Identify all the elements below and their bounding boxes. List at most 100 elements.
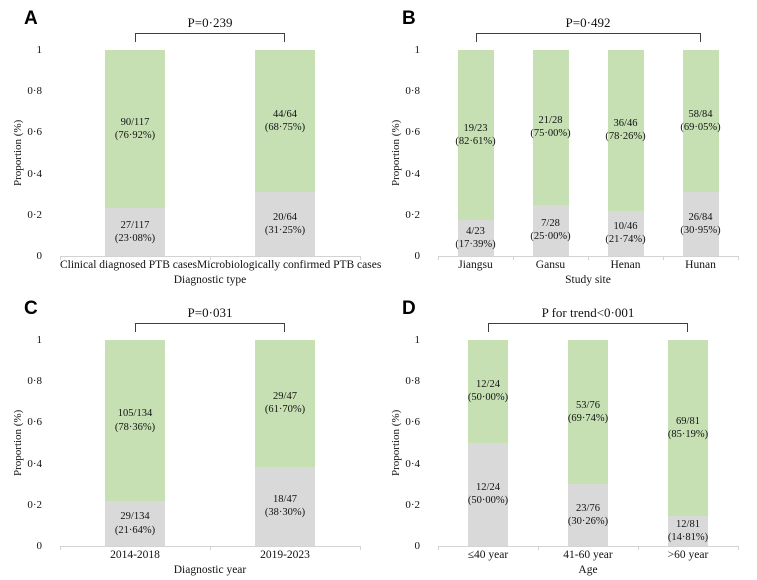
plot-area: 4/23 (17·39%) 19/23 (82·61%) 7/28 (25·00%) 21/… [438,50,739,260]
x-tick-label: 41-60 year [563,549,613,561]
y-tick-label: 0·8 [27,375,42,388]
bar-segment-label: 18/47 (38·30%) [264,494,306,519]
comparison-bracket [488,323,688,332]
x-tick-label: 2014-2018 [110,549,160,561]
y-tick-label: 0·8 [405,85,420,98]
stacked-bar: 29/134 (21·64%) 105/134 (78·36%) [105,340,165,546]
bar-segment-gray [105,501,165,546]
p-value-label: P=0·031 [187,305,233,320]
stacked-bar: 10/46 (21·74%) 36/46 (78·26%) [605,50,646,256]
bar-slot: 12/24 (50·00%) 12/24 (50·00%) [438,340,538,546]
x-axis-title: Diagnostic type [173,274,247,286]
y-tick-label: 1 [414,44,421,56]
plot-area: 29/134 (21·64%) 105/134 (78·36%) 18/47 (38·30… [60,340,361,550]
x-axis-boundary-tick [738,546,739,550]
y-tick-label: 0·6 [405,126,420,139]
bar-segment-gray [255,467,315,546]
y-tick-label: 0·6 [27,126,42,139]
x-tick-label: Gansu [535,259,566,271]
stacked-bar: 18/47 (38·30%) 29/47 (61·70%) [255,340,315,546]
y-tick-label: 0·6 [405,416,420,429]
bar-segment-label: 27/117 (23·08%) [114,220,156,245]
y-tick-label: 0 [36,250,43,262]
bar-segment-green [532,50,569,205]
stacked-bar: 27/117 (23·08%) 90/117 (76·92%) [105,50,165,256]
stacked-bar: 20/64 (31·25%) 44/64 (68·75%) [255,50,315,256]
y-tick-label: 0·2 [27,498,42,511]
stacked-bar: 7/28 (25·00%) 21/28 (75·00%) [530,50,571,256]
bar-slot: 7/28 (25·00%) 21/28 (75·00%) [513,50,588,256]
panel-C: C Proportion (%) 1 0·8 0·6 0·4 0·2 0 P=0·031 … [0,290,378,580]
bar-segment-label: 4/23 (17·39%) [455,225,496,251]
bar-slot: 20/64 (31·25%) 44/64 (68·75%) [210,50,360,256]
y-axis-ticks: 1 0·8 0·6 0·4 0·2 0 [0,334,52,552]
y-tick-label: 1 [36,44,43,56]
y-tick-label: 0·2 [27,208,42,221]
stacked-bar: 23/76 (30·26%) 53/76 (69·74%) [568,340,608,546]
y-tick-label: 0 [414,250,421,262]
bar-segment-green [105,340,165,502]
bar-segment-green [105,50,165,209]
x-axis-boundary-tick [360,546,361,550]
p-value-bracket-layer: P=0·492 [438,0,738,50]
bar-segment-label: 105/134 (78·36%) [114,408,156,433]
x-tick-label: Hunan [685,259,716,271]
y-tick-label: 0·8 [405,375,420,388]
y-tick-label: 0 [36,540,43,552]
bar-slot: 12/81 (14·81%) 69/81 (85·19%) [638,340,738,546]
y-tick-label: 0·6 [27,416,42,429]
bar-slot: 26/84 (30·95%) 58/84 (69·05%) [663,50,738,256]
x-axis-ticks: ≤40 year 41-60 year >60 year [438,549,738,561]
bar-segment-green [682,50,719,193]
panel-letter-B: B [402,8,416,29]
bar-segment-green [607,50,644,212]
p-value-label: P=0·492 [565,15,611,30]
bar-segment-green [668,340,708,516]
x-tick-label: Jiangsu [458,259,493,271]
x-axis-ticks: Clinical diagnosed PTB cases Microbiologi… [60,259,381,271]
bar-slot: 29/134 (21·64%) 105/134 (78·36%) [60,340,210,546]
bar-slot: 18/47 (38·30%) 29/47 (61·70%) [210,340,360,546]
p-value-bracket-layer: P=0·031 [60,290,360,340]
bar-segment-gray [568,483,608,546]
p-value-label: P=0·239 [187,15,233,30]
panel-letter-A: A [24,8,38,29]
bar-segment-green [468,340,508,443]
x-tick-slot: Gansu [513,259,588,271]
x-tick-label: ≤40 year [467,549,509,561]
x-axis-boundary-tick [538,546,539,550]
y-tick-label: 0·8 [27,85,42,98]
x-axis-boundary-tick [210,546,211,550]
p-value-label: P for trend<0·001 [541,305,635,320]
bar-slot: 23/76 (30·26%) 53/76 (69·74%) [538,340,638,546]
x-tick-slot: Jiangsu [438,259,513,271]
x-tick-label: Microbiologically confirmed PTB cases [197,259,382,271]
stacked-bar: 4/23 (17·39%) 19/23 (82·61%) [455,50,496,256]
y-axis-ticks: 1 0·8 0·6 0·4 0·2 0 [378,44,430,262]
bar-segment-label: 20/64 (31·25%) [264,211,306,236]
x-axis-boundary-tick [210,256,211,260]
bar-segment-label: 29/134 (21·64%) [114,511,156,536]
bar-segment-green [255,50,315,192]
bar-segment-label: 26/84 (30·95%) [680,212,721,237]
y-tick-label: 0·4 [405,457,420,470]
y-tick-label: 0·2 [405,498,420,511]
bar-segment-gray [457,220,494,256]
x-axis-title: Age [578,564,598,576]
bar-segment-label: 23/76 (30·26%) [567,502,609,527]
stacked-bar: 12/81 (14·81%) 69/81 (85·19%) [668,340,708,546]
bar-segment-label: 12/81 (14·81%) [667,518,709,543]
bar-segment-gray [682,192,719,256]
x-tick-slot: Clinical diagnosed PTB cases [60,259,197,271]
x-tick-label: >60 year [667,549,709,561]
bar-segment-label: 53/76 (69·74%) [567,399,609,424]
panel-letter-C: C [24,298,38,319]
bar-segment-label: 12/24 (50·00%) [467,482,509,507]
panel-letter-D: D [402,298,416,319]
bar-slot: 4/23 (17·39%) 19/23 (82·61%) [438,50,513,256]
y-tick-label: 0·4 [27,457,42,470]
x-axis-boundary-tick [438,546,439,550]
panel-B: B Proportion (%) 1 0·8 0·6 0·4 0·2 0 P=0·492 … [378,0,757,290]
comparison-bracket [475,33,701,42]
